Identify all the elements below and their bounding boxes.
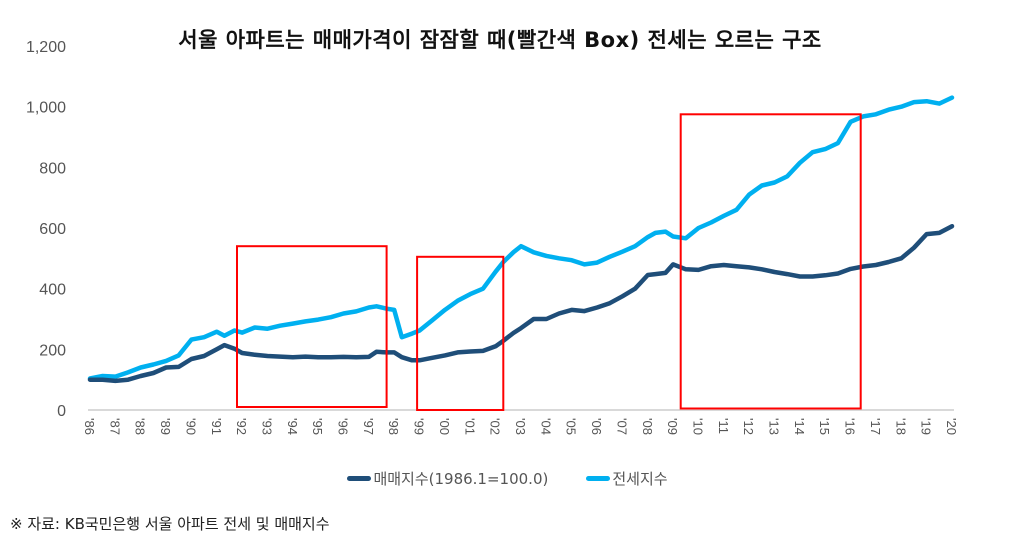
legend-swatch-jeonse-index — [586, 476, 611, 481]
x-tick-label: '90 — [183, 418, 198, 435]
highlight-box — [416, 255, 505, 411]
x-tick-label: '14 — [792, 418, 807, 435]
x-tick-label: '00 — [437, 418, 452, 435]
legend-item-sale-index[interactable]: 매매지수(1986.1=100.0) — [347, 468, 548, 489]
source-note: ※ 자료: KB국민은행 서울 아파트 전세 및 매매지수 — [10, 515, 330, 533]
y-tick-label: 1,000 — [26, 100, 66, 117]
y-tick-label: 800 — [39, 160, 66, 177]
x-tick-label: '92 — [234, 418, 249, 435]
x-tick-label: '99 — [412, 418, 427, 435]
x-tick-label: '87 — [107, 418, 122, 435]
x-tick-label: '98 — [386, 418, 401, 435]
legend-label-jeonse-index: 전세지수 — [612, 470, 668, 488]
x-tick-label: '04 — [538, 418, 553, 435]
x-axis: '86 '87 '88 '89 '90 '91 '92 '93 '94 '95 '96 '97 '98 '… — [82, 418, 959, 435]
series-line-sale-index — [87, 223, 955, 384]
x-tick-label: '15 — [817, 418, 832, 435]
x-tick-label: '97 — [361, 418, 376, 435]
x-tick-label: '20 — [944, 418, 959, 435]
x-tick-label: '07 — [614, 418, 629, 435]
x-tick-label: '89 — [158, 418, 173, 435]
highlight-box — [679, 113, 862, 410]
x-tick-label: '01 — [462, 418, 477, 435]
y-tick-label: 200 — [39, 342, 66, 359]
x-tick-label: '09 — [665, 418, 680, 435]
x-tick-label: '19 — [919, 418, 934, 435]
x-tick-label: '13 — [767, 418, 782, 435]
series-line-jeonse-index — [87, 95, 955, 381]
series-layer — [87, 95, 955, 384]
x-tick-label: '12 — [741, 418, 756, 435]
x-tick-label: '88 — [133, 418, 148, 435]
x-tick-label: '95 — [310, 418, 325, 435]
x-tick-label: '91 — [209, 418, 224, 435]
y-tick-label: 600 — [39, 221, 66, 238]
x-tick-label: '02 — [488, 418, 503, 435]
highlight-boxes — [236, 113, 862, 411]
x-tick-label: '11 — [716, 418, 731, 434]
x-tick-label: '18 — [893, 418, 908, 435]
chart-title: 서울 아파트는 매매가격이 잠잠할 때(빨간색 Box) 전세는 오르는 구조 — [0, 24, 1015, 54]
legend-label-sale-index: 매매지수(1986.1=100.0) — [373, 470, 549, 488]
x-tick-label: '06 — [589, 418, 604, 435]
x-tick-label: '93 — [259, 418, 274, 435]
x-tick-label: '03 — [513, 418, 528, 435]
x-tick-label: '94 — [285, 418, 300, 435]
legend-item-jeonse-index[interactable]: 전세지수 — [586, 468, 668, 489]
x-tick-label: '08 — [640, 418, 655, 435]
chart-title-text: 서울 아파트는 매매가격이 잠잠할 때(빨간색 Box) 전세는 오르는 구조 — [178, 28, 822, 52]
y-tick-label: 1,200 — [26, 39, 66, 56]
x-tick-label: '17 — [868, 418, 883, 435]
x-tick-label: '86 — [82, 418, 97, 435]
x-tick-label: '96 — [336, 418, 351, 435]
x-tick-label: '05 — [564, 418, 579, 435]
y-tick-label: 0 — [57, 403, 66, 420]
y-tick-label: 400 — [39, 282, 66, 299]
x-tick-label: '10 — [690, 418, 705, 435]
legend: 매매지수(1986.1=100.0) 전세지수 — [0, 468, 1015, 489]
legend-swatch-sale-index — [347, 476, 372, 481]
x-tick-label: '16 — [843, 418, 858, 435]
y-axis: 0 200 400 600 800 1,000 1,200 — [26, 39, 66, 420]
highlight-box — [236, 245, 388, 408]
